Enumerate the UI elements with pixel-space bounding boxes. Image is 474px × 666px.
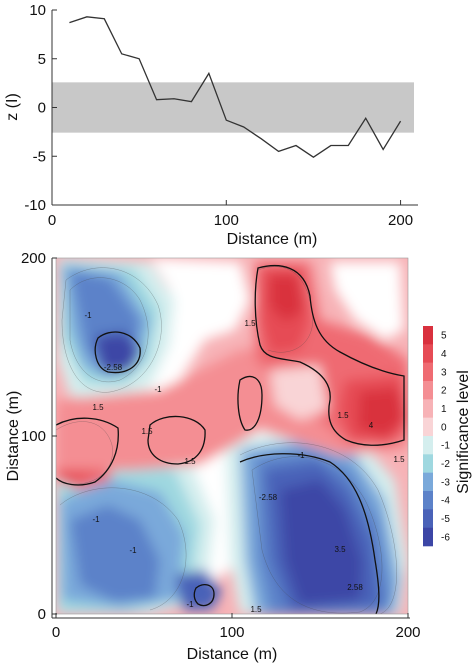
colorbar: 5 4 3 2 1 0 -1 -2 -3 -4 -5 -6 Significance level xyxy=(423,326,472,547)
contour-label: 1.5 xyxy=(337,411,349,420)
contour-label: -1 xyxy=(154,385,162,394)
region-low-upper-left-5 xyxy=(95,332,140,372)
map-x-tick-label: 100 xyxy=(219,624,244,641)
region-neutral-white-2 xyxy=(330,262,404,340)
contour-label: -1 xyxy=(84,311,92,320)
colorbar-tick-label: -1 xyxy=(441,441,450,452)
contour-map: -1 -2.58 -1 1.5 1.5 1.5 1.5 1.5 4 1.5 -1 -2.58 3.5 2.… xyxy=(5,250,421,663)
colorbar-swatch xyxy=(423,454,433,473)
map-y-tick-label: 0 xyxy=(38,606,46,623)
significance-band xyxy=(52,82,414,133)
region-high-top xyxy=(270,275,304,322)
y-tick-label: -10 xyxy=(24,197,46,214)
x-tick-label: 0 xyxy=(48,212,56,229)
colorbar-tick-label: 4 xyxy=(441,349,447,360)
x-tick-label: 100 xyxy=(214,212,239,229)
colorbar-swatch xyxy=(423,381,433,400)
line-chart-y-ticks: 10 5 0 -5 -10 xyxy=(24,2,57,214)
contour-lines-bold xyxy=(56,265,405,614)
colorbar-tick-label: -3 xyxy=(441,477,450,488)
colorbar-tick-label: 0 xyxy=(441,422,447,433)
colorbar-swatch xyxy=(423,436,433,455)
contour-label: 1.5 xyxy=(250,605,262,614)
colorbar-label: Significance level xyxy=(455,370,472,494)
map-y-ticks: 200 100 0 xyxy=(21,250,57,623)
y-tick-label: -5 xyxy=(33,148,46,165)
map-y-tick-label: 100 xyxy=(21,428,46,445)
line-chart-x-ticks: 0 100 200 xyxy=(48,200,413,229)
region-low-lower-left-5 xyxy=(175,570,222,610)
map-x-ticks: 0 100 200 xyxy=(52,613,421,641)
z-series-line xyxy=(69,16,402,159)
line-chart-x-label: Distance (m) xyxy=(227,231,318,248)
region-moderate-middle xyxy=(270,365,328,420)
colorbar-tick-label: -5 xyxy=(441,514,450,525)
colorbar-tick-label: -4 xyxy=(441,496,450,507)
colorbar-swatch xyxy=(423,399,433,418)
x-tick-label: 200 xyxy=(388,212,413,229)
region-low-lower-right-5 xyxy=(280,480,362,605)
contour-label: 1.5 xyxy=(184,457,196,466)
map-x-tick-label: 200 xyxy=(395,624,420,641)
y-tick-label: 0 xyxy=(38,100,46,117)
colorbar-tick-label: -2 xyxy=(441,459,450,470)
region-high-right-2 xyxy=(358,388,404,436)
colorbar-swatch xyxy=(423,362,433,382)
contour-label: -1 xyxy=(129,546,137,555)
y-tick-label: 5 xyxy=(38,51,46,68)
colorbar-tick-label: 3 xyxy=(441,367,447,378)
line-chart: 10 5 0 -5 -10 0 100 200 z (I) Distance (m) xyxy=(4,2,418,248)
colorbar-swatch xyxy=(423,472,433,492)
map-y-tick-label: 200 xyxy=(21,250,46,267)
map-y-label: Distance (m) xyxy=(5,391,22,482)
colorbar-swatch xyxy=(423,344,433,363)
y-tick-label: 10 xyxy=(29,2,46,19)
contour-label: 1.5 xyxy=(92,403,104,412)
colorbar-swatches xyxy=(423,326,433,547)
colorbar-tick-label: 5 xyxy=(441,331,447,342)
line-chart-y-label: z (I) xyxy=(4,93,21,121)
contour-label: 3.5 xyxy=(334,545,346,554)
contour-label: 2.58 xyxy=(347,583,363,592)
contour-label: 1.5 xyxy=(141,427,153,436)
colorbar-swatch xyxy=(423,527,433,547)
map-x-tick-label: 0 xyxy=(52,624,60,641)
colorbar-ticks: 5 4 3 2 1 0 -1 -2 -3 -4 -5 -6 xyxy=(441,331,450,544)
region-low-lower-left-4 xyxy=(70,505,160,602)
contour-label: -2.58 xyxy=(259,493,278,502)
contour-label: -2.58 xyxy=(104,363,123,372)
contour-label: 1.5 xyxy=(393,455,405,464)
contour-label: 1.5 xyxy=(244,319,256,328)
colorbar-swatch xyxy=(423,326,433,345)
contour-labels: -1 -2.58 -1 1.5 1.5 1.5 1.5 1.5 4 1.5 -1 -2.58 3.5 2.… xyxy=(84,311,405,614)
colorbar-swatch xyxy=(423,491,433,510)
colorbar-swatch xyxy=(423,509,433,528)
contour-label: -1 xyxy=(92,515,100,524)
colorbar-tick-label: 1 xyxy=(441,404,447,415)
colorbar-swatch xyxy=(423,417,433,437)
contour-label: -1 xyxy=(297,451,305,460)
contour-label: 4 xyxy=(369,421,374,430)
contour-label: -1 xyxy=(186,600,194,609)
colorbar-tick-label: -6 xyxy=(441,532,450,543)
map-x-label: Distance (m) xyxy=(187,646,278,663)
colorbar-tick-label: 2 xyxy=(441,386,447,397)
